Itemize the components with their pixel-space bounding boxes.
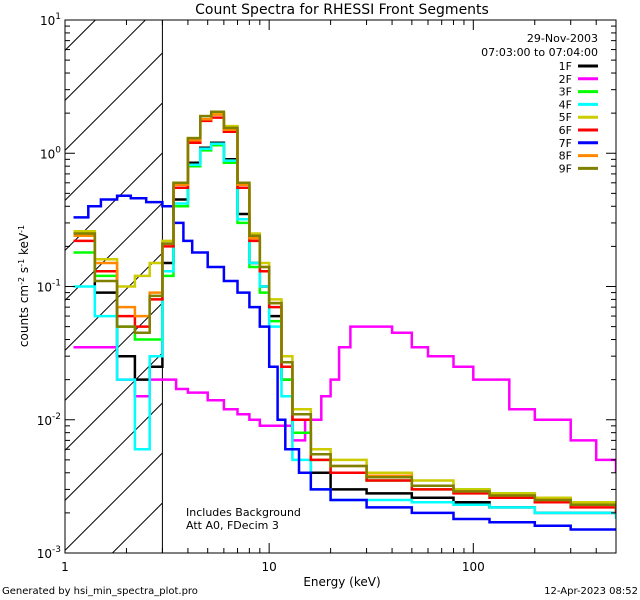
hatch-line-9 [64, 52, 163, 151]
x-tick-label-1: 10 [262, 560, 277, 574]
y-tick-label-4: 10-3 [37, 545, 61, 561]
hatch-line-1 [64, 452, 163, 551]
hatch-line-10 [64, 19, 146, 101]
time-range-label: 07:03:00 to 07:04:00 [481, 46, 598, 59]
x-axis-label: Energy (keV) [303, 575, 380, 589]
y-tick-label-2: 10-1 [37, 279, 61, 295]
footer-generator: Generated by hsi_min_spectra_plot.pro [2, 586, 198, 597]
legend-label-6F: 6F [559, 124, 572, 137]
series-line-8F [73, 113, 616, 511]
y-tick-label-0: 101 [40, 12, 61, 28]
legend-label-3F: 3F [559, 86, 572, 99]
hatch-line-11 [64, 19, 96, 51]
y-tick-label-1: 100 [40, 145, 61, 161]
hatched-background-region [64, 19, 163, 554]
y-tick-label-3: 10-2 [37, 412, 61, 428]
legend-label-4F: 4F [559, 98, 572, 111]
series-line-3F [73, 143, 616, 508]
series-group [73, 110, 616, 531]
series-line-4F [73, 142, 616, 519]
legend-label-7F: 7F [559, 137, 572, 150]
legend-label-9F: 9F [559, 162, 572, 175]
y-axis-label: counts cm-2 s-1 keV-1 [17, 225, 32, 347]
annotation-attenuator: Att A0, FDecim 3 [186, 519, 279, 532]
axes-group: 1 10 100 101 100 10-1 10-2 10-3 [37, 12, 617, 574]
series-line-1F [73, 141, 616, 515]
chart-title: Count Spectra for RHESSI Front Segments [195, 2, 489, 18]
legend-label-2F: 2F [559, 73, 572, 86]
hatch-line-3 [64, 352, 163, 451]
hatch-line-8 [64, 102, 163, 201]
hatch-line-4 [64, 302, 163, 401]
legend-label-5F: 5F [559, 111, 572, 124]
legend-label-8F: 8F [559, 150, 572, 163]
hatch-line-6 [64, 202, 163, 301]
footer-timestamp: 12-Apr-2023 08:52 [544, 586, 638, 597]
series-line-7F [73, 194, 616, 531]
series-line-2F [73, 325, 616, 473]
series-line-9F [73, 110, 616, 511]
hatch-line-0 [112, 502, 163, 554]
series-line-6F [73, 116, 616, 513]
legend-label-1F: 1F [559, 60, 572, 73]
hatch-line-2 [64, 402, 163, 501]
annotation-background: Includes Background [186, 506, 301, 519]
x-tick-label-0: 1 [61, 560, 69, 574]
date-label: 29-Nov-2003 [527, 32, 598, 45]
hatch-line-5 [64, 252, 163, 351]
x-tick-label-2: 100 [462, 560, 485, 574]
